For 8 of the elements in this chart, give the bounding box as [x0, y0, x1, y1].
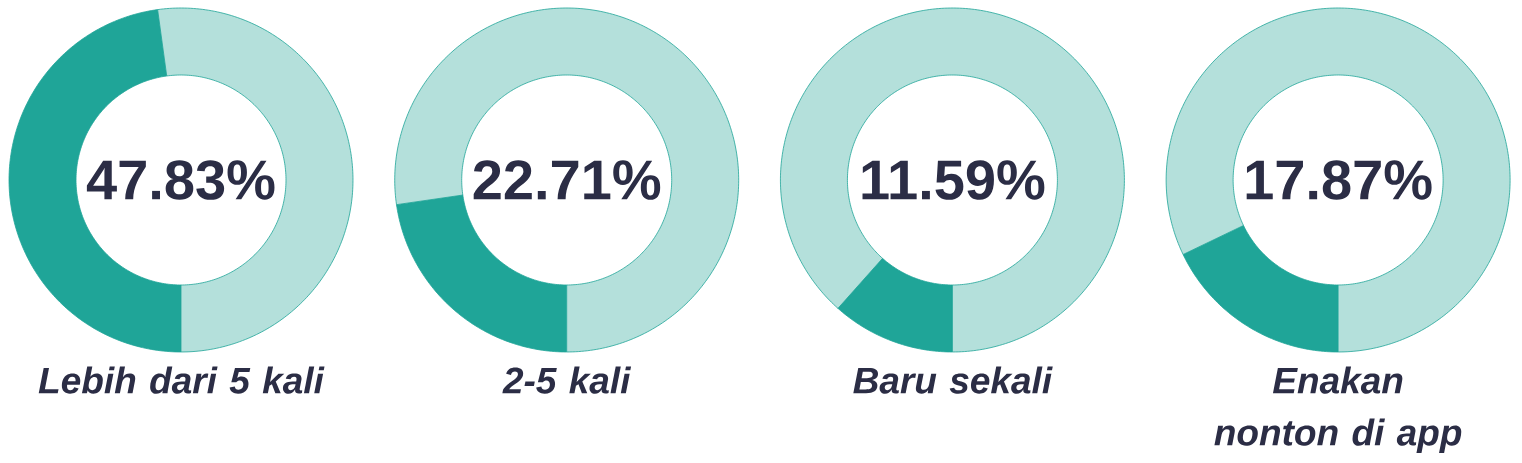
- text: Enakan nonton di app: [1214, 366, 1462, 454]
- text: 17.87%: [1246, 160, 1432, 200]
- text: 2-5 kali: [502, 366, 632, 394]
- text: Lebih dari 5 kali: [38, 366, 325, 394]
- text: Baru sekali: [853, 366, 1053, 394]
- text: 22.71%: [473, 160, 661, 200]
- text: 11.59%: [862, 160, 1045, 200]
- text: 47.83%: [86, 160, 275, 200]
